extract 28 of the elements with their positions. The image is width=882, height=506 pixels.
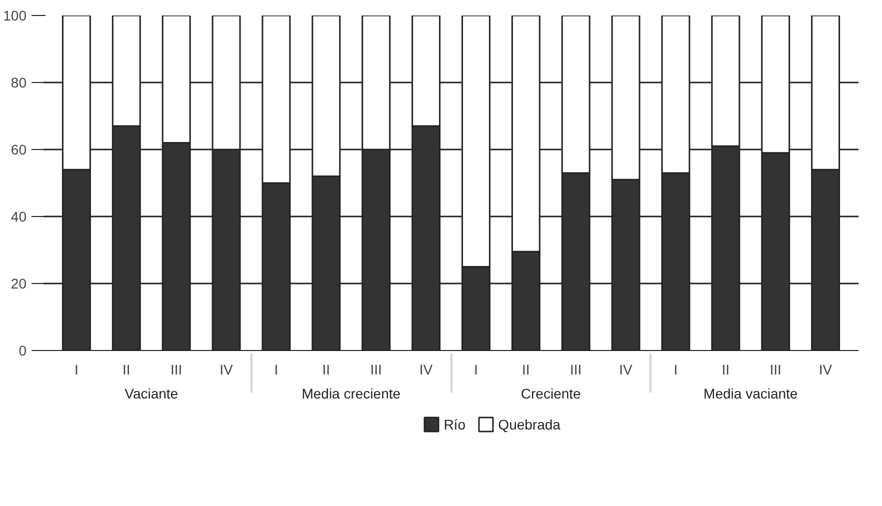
x-tick-label: III bbox=[170, 362, 182, 378]
text: Media creciente bbox=[302, 386, 401, 402]
x-tick-label: I bbox=[74, 362, 78, 378]
x-tick-label: I bbox=[474, 362, 478, 378]
x-tick-label: IV bbox=[220, 362, 234, 378]
x-tick-label: II bbox=[722, 362, 730, 378]
legend-label: Río bbox=[444, 416, 466, 432]
y-tick-label: 80 bbox=[10, 74, 27, 90]
y-tick-label: 100 bbox=[3, 8, 27, 24]
y-tick-label: 40 bbox=[10, 208, 27, 224]
x-tick-label: II bbox=[522, 362, 530, 378]
text: Creciente bbox=[520, 386, 582, 402]
y-tick-label: 20 bbox=[10, 276, 27, 292]
legend-label: Quebrada bbox=[498, 416, 561, 432]
text: Media vaciante bbox=[704, 386, 798, 402]
x-tick-label: II bbox=[122, 362, 130, 378]
x-tick-label: III bbox=[370, 362, 382, 378]
x-tick-label: IV bbox=[818, 362, 833, 378]
x-tick-label: II bbox=[322, 362, 330, 378]
x-tick-label: IV bbox=[619, 362, 634, 378]
y-tick-label: 0 bbox=[18, 342, 27, 358]
y-tick-label: 60 bbox=[10, 142, 27, 158]
x-tick-label: IV bbox=[419, 362, 434, 378]
text: Vaciante bbox=[124, 386, 178, 402]
x-tick-label: III bbox=[770, 362, 782, 378]
x-tick-label: I bbox=[674, 362, 678, 378]
x-tick-label: I bbox=[274, 362, 278, 378]
x-tick-label: III bbox=[570, 362, 582, 378]
